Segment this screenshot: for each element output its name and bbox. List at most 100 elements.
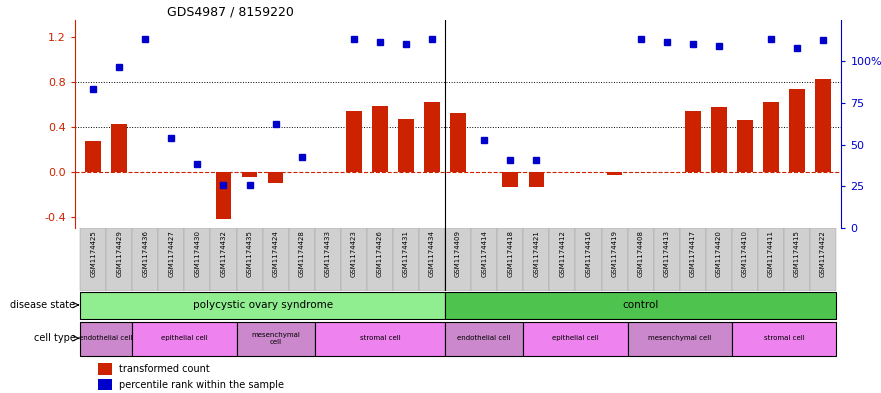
Bar <box>763 102 779 172</box>
Text: cell type: cell type <box>33 333 76 343</box>
Text: polycystic ovary syndrome: polycystic ovary syndrome <box>193 300 333 310</box>
Bar <box>523 228 550 291</box>
Text: GSM1174420: GSM1174420 <box>716 230 722 277</box>
Text: GSM1174434: GSM1174434 <box>429 230 435 277</box>
Bar <box>680 228 706 291</box>
Text: GSM1174419: GSM1174419 <box>611 230 618 277</box>
Text: GSM1174409: GSM1174409 <box>455 230 461 277</box>
Bar <box>315 228 341 291</box>
Text: GDS4987 / 8159220: GDS4987 / 8159220 <box>167 6 293 18</box>
Text: percentile rank within the sample: percentile rank within the sample <box>119 380 284 389</box>
Text: GSM1174415: GSM1174415 <box>794 230 800 277</box>
Text: disease state: disease state <box>11 300 76 310</box>
Text: GSM1174423: GSM1174423 <box>351 230 357 277</box>
Text: transformed count: transformed count <box>119 364 210 374</box>
Bar <box>184 228 211 291</box>
Bar <box>107 228 132 291</box>
Text: GSM1174429: GSM1174429 <box>116 230 122 277</box>
Bar <box>810 228 836 291</box>
Text: GSM1174418: GSM1174418 <box>507 230 514 277</box>
Bar <box>758 228 784 291</box>
Bar <box>263 228 289 291</box>
Bar <box>398 119 414 172</box>
Text: GSM1174425: GSM1174425 <box>90 230 96 277</box>
Text: GSM1174428: GSM1174428 <box>299 230 305 277</box>
Text: GSM1174436: GSM1174436 <box>142 230 148 277</box>
Text: GSM1174435: GSM1174435 <box>247 230 253 277</box>
Text: epithelial cell: epithelial cell <box>552 335 599 341</box>
Bar <box>289 228 315 291</box>
Bar <box>607 172 622 175</box>
Bar <box>450 113 466 172</box>
Text: GSM1174421: GSM1174421 <box>533 230 539 277</box>
Bar <box>236 322 315 356</box>
Bar <box>602 228 627 291</box>
Bar <box>627 228 654 291</box>
Text: control: control <box>622 300 659 310</box>
Bar <box>346 111 362 172</box>
Bar <box>784 228 810 291</box>
Text: epithelial cell: epithelial cell <box>161 335 208 341</box>
Bar <box>789 90 805 172</box>
Bar <box>685 111 700 172</box>
Text: GSM1174413: GSM1174413 <box>663 230 670 277</box>
Text: GSM1174422: GSM1174422 <box>820 230 826 277</box>
Bar <box>550 228 575 291</box>
Text: endothelial cell: endothelial cell <box>457 335 511 341</box>
Bar <box>445 292 836 319</box>
Bar <box>497 228 523 291</box>
Text: GSM1174430: GSM1174430 <box>195 230 200 277</box>
Text: GSM1174414: GSM1174414 <box>481 230 487 277</box>
Text: GSM1174432: GSM1174432 <box>220 230 226 277</box>
Text: stromal cell: stromal cell <box>764 335 804 341</box>
Bar <box>80 228 107 291</box>
Bar <box>445 228 471 291</box>
Text: endothelial cell: endothelial cell <box>79 335 133 341</box>
Bar <box>529 172 544 187</box>
Text: GSM1174426: GSM1174426 <box>377 230 383 277</box>
Text: GSM1174431: GSM1174431 <box>403 230 409 277</box>
Bar <box>523 322 627 356</box>
Bar <box>341 228 366 291</box>
Bar <box>627 322 732 356</box>
Bar <box>575 228 602 291</box>
Text: GSM1174411: GSM1174411 <box>768 230 774 277</box>
Bar <box>80 322 132 356</box>
Text: mesenchymal
cell: mesenchymal cell <box>251 332 300 345</box>
Bar <box>111 124 127 172</box>
Text: mesenchymal cell: mesenchymal cell <box>648 335 711 341</box>
Bar <box>268 172 284 183</box>
Bar <box>419 228 445 291</box>
Bar <box>732 322 836 356</box>
Bar <box>366 228 393 291</box>
Bar <box>372 107 388 172</box>
Text: GSM1174433: GSM1174433 <box>325 230 330 277</box>
Bar <box>815 79 831 172</box>
Text: GSM1174408: GSM1174408 <box>638 230 644 277</box>
Bar <box>132 228 159 291</box>
Text: GSM1174417: GSM1174417 <box>690 230 696 277</box>
Bar <box>236 228 263 291</box>
Text: stromal cell: stromal cell <box>359 335 400 341</box>
Bar <box>211 228 236 291</box>
Bar <box>315 322 445 356</box>
Text: GSM1174412: GSM1174412 <box>559 230 566 277</box>
Bar <box>706 228 732 291</box>
Bar <box>159 228 184 291</box>
Bar <box>732 228 758 291</box>
Text: GSM1174427: GSM1174427 <box>168 230 174 277</box>
Bar <box>445 322 523 356</box>
Bar <box>98 363 112 375</box>
Bar <box>393 228 419 291</box>
Text: GSM1174416: GSM1174416 <box>586 230 591 277</box>
Bar <box>241 172 257 177</box>
Bar <box>737 120 752 172</box>
Text: GSM1174424: GSM1174424 <box>272 230 278 277</box>
Bar <box>132 322 236 356</box>
Bar <box>80 292 445 319</box>
Bar <box>654 228 680 291</box>
Bar <box>216 172 232 219</box>
Bar <box>502 172 518 187</box>
Bar <box>471 228 497 291</box>
Bar <box>85 141 101 172</box>
